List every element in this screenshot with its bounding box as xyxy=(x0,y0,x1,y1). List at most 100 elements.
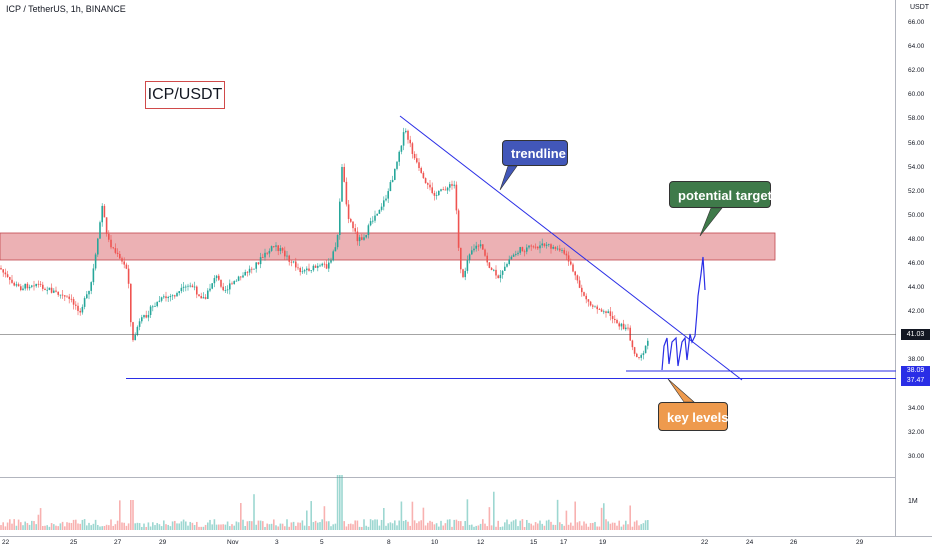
candle-body xyxy=(242,275,244,278)
time-tick-label: 17 xyxy=(560,539,568,546)
candle-body xyxy=(545,244,548,246)
candle-body xyxy=(600,309,603,312)
candle-body xyxy=(35,283,37,287)
candle-body xyxy=(596,306,598,310)
time-tick-label: 12 xyxy=(477,539,485,546)
trendline-callout-tail xyxy=(499,165,518,191)
candle-body xyxy=(640,355,642,358)
volume-bar xyxy=(358,526,361,530)
volume-bar xyxy=(189,521,191,530)
volume-bar xyxy=(638,525,640,530)
candle-body xyxy=(484,249,486,256)
candle-body xyxy=(512,254,515,257)
volume-bar xyxy=(50,523,53,530)
candle-body xyxy=(286,255,288,257)
volume-bar xyxy=(442,525,444,530)
time-tick-label: 26 xyxy=(790,539,798,546)
candle-body xyxy=(163,296,165,298)
candle-body xyxy=(589,301,592,306)
volume-bar xyxy=(55,525,57,530)
volume-bar xyxy=(431,521,433,530)
volume-bar xyxy=(391,523,394,530)
volume-bar xyxy=(99,526,101,530)
volume-bar xyxy=(262,521,264,530)
trendline-callout: trendline xyxy=(502,140,568,166)
candle-body xyxy=(160,297,163,301)
volume-bar xyxy=(255,524,257,530)
volume-bar xyxy=(187,525,189,530)
volume-bar xyxy=(103,525,106,530)
volume-bar xyxy=(127,523,130,530)
candle-body xyxy=(541,243,543,246)
candle-body xyxy=(64,295,66,297)
volume-bar xyxy=(347,523,350,530)
volume-bar xyxy=(86,525,88,530)
volume-bar xyxy=(631,526,634,530)
candle-body xyxy=(422,172,425,179)
volume-bar xyxy=(460,521,462,530)
candle-body xyxy=(39,283,42,285)
volume-bar xyxy=(464,521,466,530)
volume-bar xyxy=(31,520,33,530)
candle-body xyxy=(616,319,618,324)
candle-body xyxy=(418,162,420,169)
candle-body xyxy=(255,262,257,269)
volume-bars xyxy=(0,475,649,530)
candle-body xyxy=(618,323,620,327)
price-tick-label: 42.00 xyxy=(908,308,925,316)
price-tick-label: 30.00 xyxy=(908,452,925,460)
volume-bar xyxy=(363,519,365,530)
volume-bar xyxy=(39,508,42,530)
price-axis[interactable]: USDT 66.00 64.00 62.00 60.00 58.00 56.00 54.00… xyxy=(896,0,932,536)
volume-bar xyxy=(53,524,55,530)
volume-bar xyxy=(468,524,471,530)
price-tick-label: 54.00 xyxy=(908,163,925,171)
candle-body xyxy=(394,168,396,180)
volume-bar xyxy=(499,526,502,530)
volume-bar xyxy=(493,491,495,530)
price-tick-label: 56.00 xyxy=(908,139,925,147)
candle-body xyxy=(20,286,22,291)
volume-bar xyxy=(200,526,202,530)
candle-body xyxy=(407,130,409,140)
title-text: ICP/USDT xyxy=(147,86,223,103)
time-axis[interactable]: 22 25 27 29 Nov 3 5 8 10 12 15 17 19 22 24 26 29 xyxy=(0,537,896,550)
volume-bar xyxy=(233,525,235,530)
volume-bar xyxy=(444,523,447,530)
candle-body xyxy=(343,166,345,182)
candle-body xyxy=(378,209,381,214)
candle-body xyxy=(449,184,451,188)
candle-body xyxy=(108,233,110,240)
candle-body xyxy=(451,184,453,186)
candle-body xyxy=(583,292,585,296)
time-tick-label: 29 xyxy=(856,539,864,546)
candle-body xyxy=(647,340,649,346)
candle-body xyxy=(132,322,134,341)
candle-body xyxy=(567,255,570,262)
volume-bar xyxy=(486,526,488,530)
volume-bar xyxy=(246,521,249,530)
volume-bar xyxy=(207,522,209,530)
candle-body xyxy=(581,287,583,293)
volume-bar xyxy=(328,521,330,530)
volume-bar xyxy=(438,526,440,530)
candle-body xyxy=(152,306,154,308)
volume-bar xyxy=(303,525,306,530)
volume-bar xyxy=(565,510,568,530)
volume-bar xyxy=(312,522,315,530)
volume-bar xyxy=(182,519,185,530)
volume-bar xyxy=(321,519,323,530)
price-tick-label: 32.00 xyxy=(908,428,925,436)
volume-bar xyxy=(15,525,18,530)
volume-bar xyxy=(642,523,645,530)
volume-bar xyxy=(136,522,139,530)
volume-bar xyxy=(332,524,334,530)
volume-bar xyxy=(440,520,442,530)
candle-body xyxy=(369,221,372,226)
volume-bar xyxy=(506,519,508,530)
volume-bar xyxy=(424,525,427,530)
candle-body xyxy=(198,294,200,297)
candle-body xyxy=(574,271,576,276)
candle-body xyxy=(625,327,627,330)
